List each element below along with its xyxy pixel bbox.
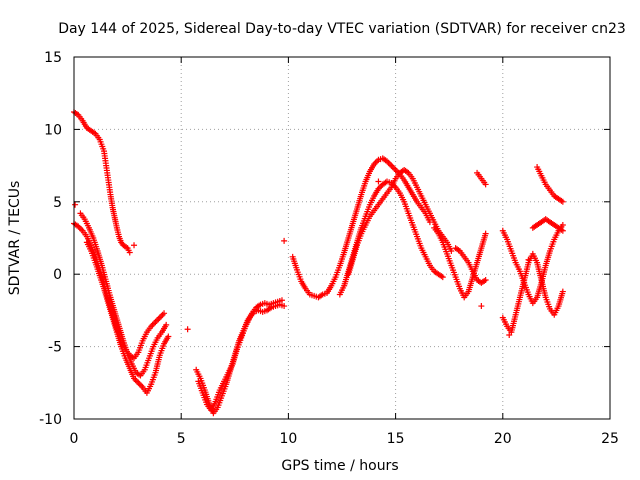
data-point [391,165,398,172]
data-point [386,161,393,168]
data-point [278,297,285,304]
data-point [165,333,172,340]
data-point [156,314,163,321]
x-tick-label: 20 [494,431,512,447]
y-tick-label: 15 [44,50,62,66]
data-point [506,332,513,339]
data-points [71,109,566,417]
data-point [159,311,166,318]
data-point [136,381,143,388]
x-tick-label: 15 [387,431,405,447]
data-point [184,326,191,333]
data-point [138,382,145,389]
grid [74,57,610,419]
y-tick-label: -5 [48,340,62,356]
data-point [448,248,455,255]
x-axis-label: GPS time / hours [281,458,398,474]
x-tick-labels: 0 5 10 15 20 25 [70,431,619,447]
data-point [482,276,489,283]
data-point [163,321,170,328]
data-point [559,227,566,234]
data-point [482,230,489,237]
y-axis-label: SDTVAR / TECUs [7,181,23,296]
data-point [149,321,156,328]
x-tick-label: 5 [177,431,186,447]
chart-title: Day 144 of 2025, Sidereal Day-to-day VTE… [58,21,626,37]
data-point [126,249,133,256]
data-point [281,303,288,310]
data-point [559,288,566,295]
data-point [151,320,158,327]
y-tick-label: -10 [39,412,62,428]
y-tick-labels: -10 -5 0 5 10 15 [39,50,62,428]
data-point [559,221,566,228]
data-point [72,201,79,208]
data-point [559,198,566,205]
x-tick-label: 0 [70,431,79,447]
data-point [133,378,140,385]
y-tick-label: 0 [53,267,62,283]
plot-frame [73,56,611,420]
y-tick-label: 10 [44,122,62,138]
data-point [478,303,485,310]
x-tick-label: 10 [279,431,297,447]
data-point [152,318,159,325]
data-point [135,379,142,386]
data-point [131,242,138,249]
data-point [439,274,446,281]
data-point [281,237,288,244]
data-point [158,313,165,320]
axis-ticks [73,56,611,420]
data-point [482,181,489,188]
data-point [155,316,162,323]
data-point [161,310,168,317]
data-point [375,178,382,185]
data-point [392,166,399,173]
x-tick-label: 25 [601,431,619,447]
data-point [153,317,160,324]
data-point [525,256,532,263]
data-point [388,162,395,169]
y-tick-label: 5 [53,195,62,211]
data-point [389,164,396,171]
data-point [78,226,85,233]
